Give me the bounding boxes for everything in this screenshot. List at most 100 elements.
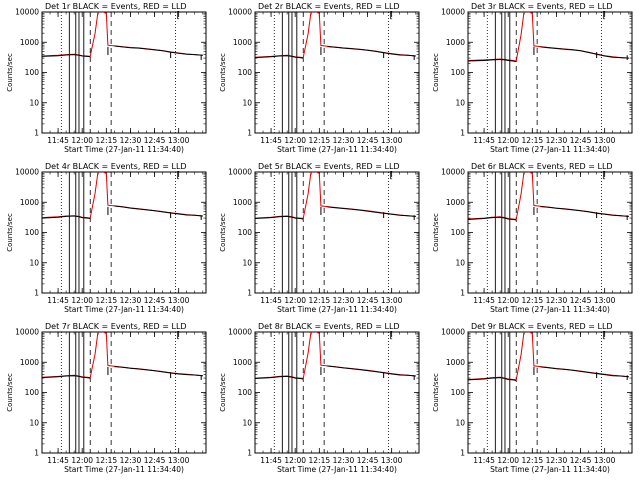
series-events-line xyxy=(42,45,203,58)
plot-frame xyxy=(467,171,633,294)
x-tick-label: 12:45 xyxy=(357,136,379,145)
plot-frame xyxy=(467,331,633,454)
plot-frame xyxy=(254,11,420,134)
series-events-line xyxy=(468,206,629,221)
x-tick-label: 12:15 xyxy=(96,136,118,145)
y-tick-label: 10000 xyxy=(15,168,39,177)
y-tick-label: 10 xyxy=(242,258,252,267)
y-tick-label: 1 xyxy=(34,289,39,298)
y-tick-label: 1 xyxy=(34,129,39,138)
x-tick-label: 12:30 xyxy=(546,456,568,465)
x-tick-label: 12:00 xyxy=(497,296,519,305)
x-tick-label: 12:15 xyxy=(309,456,331,465)
y-tick-label: 100 xyxy=(25,388,40,397)
corner-mark: [ xyxy=(389,171,393,181)
x-tick-label: 13:00 xyxy=(168,296,190,305)
x-tick-label: 13:00 xyxy=(381,456,403,465)
x-tick-label: 12:30 xyxy=(333,136,355,145)
x-tick-label: 12:15 xyxy=(309,136,331,145)
y-tick-label: 1 xyxy=(460,289,465,298)
y-tick-label: 1 xyxy=(460,449,465,458)
corner-mark: [ xyxy=(602,11,606,21)
panel-title: Det 7r BLACK = Events, RED = LLD xyxy=(45,322,187,331)
y-tick-label: 10000 xyxy=(228,328,252,337)
y-tick-label: 10000 xyxy=(228,8,252,17)
x-tick-label: 11:45 xyxy=(473,456,495,465)
x-tick-label: 12:00 xyxy=(284,456,306,465)
x-tick-label: 11:45 xyxy=(47,296,69,305)
x-axis-label: Start Time (27-Jan-11 11:34:40) xyxy=(490,305,610,314)
x-tick-label: 12:00 xyxy=(71,456,93,465)
x-tick-label: 13:00 xyxy=(594,296,616,305)
y-tick-label: 10 xyxy=(242,418,252,427)
x-tick-label: 13:00 xyxy=(594,136,616,145)
plot-frame xyxy=(254,171,420,294)
x-tick-label: 12:45 xyxy=(357,456,379,465)
y-tick-label: 100 xyxy=(238,228,253,237)
x-tick-label: 12:00 xyxy=(284,136,306,145)
y-axis-label: Counts/sec xyxy=(219,53,227,92)
panel-6: 1 10 100 1000 10000 11:45 12:00 12:15 12:30 12:45… xyxy=(432,162,633,314)
x-tick-label: 12:30 xyxy=(546,136,568,145)
x-axis-label: Start Time (27-Jan-11 11:34:40) xyxy=(277,465,397,474)
x-tick-label: 12:00 xyxy=(71,136,93,145)
x-tick-label: 12:45 xyxy=(570,136,592,145)
panel-title: Det 9r BLACK = Events, RED = LLD xyxy=(471,322,613,331)
panel-title: Det 4r BLACK = Events, RED = LLD xyxy=(45,162,187,171)
y-tick-label: 10000 xyxy=(15,8,39,17)
y-tick-label: 100 xyxy=(238,388,253,397)
x-tick-label: 12:45 xyxy=(570,456,592,465)
panel-title: Det 6r BLACK = Events, RED = LLD xyxy=(471,162,613,171)
x-tick-label: 12:00 xyxy=(284,296,306,305)
panel-7: 1 10 100 1000 10000 11:45 12:00 12:15 12:30 12:45… xyxy=(6,322,207,474)
series-events-line xyxy=(255,46,416,59)
panel-4: 1 10 100 1000 10000 11:45 12:00 12:15 12:30 12:45… xyxy=(6,162,207,314)
x-tick-label: 11:45 xyxy=(260,296,282,305)
panel-title: Det 5r BLACK = Events, RED = LLD xyxy=(258,162,400,171)
y-tick-label: 100 xyxy=(25,68,40,77)
y-tick-label: 10 xyxy=(29,98,39,107)
plot-frame xyxy=(254,331,420,454)
x-tick-label: 12:00 xyxy=(71,296,93,305)
series-events-line xyxy=(255,365,416,380)
y-tick-label: 10 xyxy=(29,418,39,427)
y-tick-label: 1000 xyxy=(446,198,465,207)
panel-9: 1 10 100 1000 10000 11:45 12:00 12:15 12:30 12:45… xyxy=(432,322,633,474)
x-tick-label: 12:30 xyxy=(333,296,355,305)
x-tick-label: 12:15 xyxy=(522,296,544,305)
x-tick-label: 12:15 xyxy=(96,296,118,305)
x-axis-label: Start Time (27-Jan-11 11:34:40) xyxy=(64,305,184,314)
plot-frame xyxy=(467,11,633,134)
panel-title: Det 8r BLACK = Events, RED = LLD xyxy=(258,322,400,331)
y-axis-label: Counts/sec xyxy=(432,53,440,92)
y-tick-label: 1 xyxy=(247,289,252,298)
x-tick-label: 11:45 xyxy=(473,136,495,145)
x-tick-label: 11:45 xyxy=(473,296,495,305)
panel-title: Det 2r BLACK = Events, RED = LLD xyxy=(258,2,400,11)
y-tick-label: 10 xyxy=(455,98,465,107)
x-tick-label: 12:30 xyxy=(546,296,568,305)
y-axis-label: Counts/sec xyxy=(6,373,14,412)
y-tick-label: 100 xyxy=(451,388,466,397)
x-tick-label: 12:30 xyxy=(120,136,142,145)
y-tick-label: 1 xyxy=(247,449,252,458)
x-tick-label: 12:45 xyxy=(144,296,166,305)
y-tick-label: 1 xyxy=(460,129,465,138)
corner-mark: [ xyxy=(602,171,606,181)
y-axis-label: Counts/sec xyxy=(6,213,14,252)
y-tick-label: 1000 xyxy=(20,198,39,207)
y-tick-label: 100 xyxy=(451,228,466,237)
x-tick-label: 13:00 xyxy=(381,136,403,145)
x-axis-label: Start Time (27-Jan-11 11:34:40) xyxy=(490,145,610,154)
x-tick-label: 12:30 xyxy=(120,456,142,465)
corner-mark: [ xyxy=(389,11,393,21)
corner-mark: [ xyxy=(389,331,393,341)
y-tick-label: 10000 xyxy=(441,328,465,337)
x-tick-label: 13:00 xyxy=(381,296,403,305)
x-axis-label: Start Time (27-Jan-11 11:34:40) xyxy=(490,465,610,474)
y-tick-label: 100 xyxy=(238,68,253,77)
y-tick-label: 1000 xyxy=(446,358,465,367)
y-tick-label: 1000 xyxy=(20,358,39,367)
y-tick-label: 1000 xyxy=(233,38,252,47)
corner-mark: [ xyxy=(176,11,180,21)
